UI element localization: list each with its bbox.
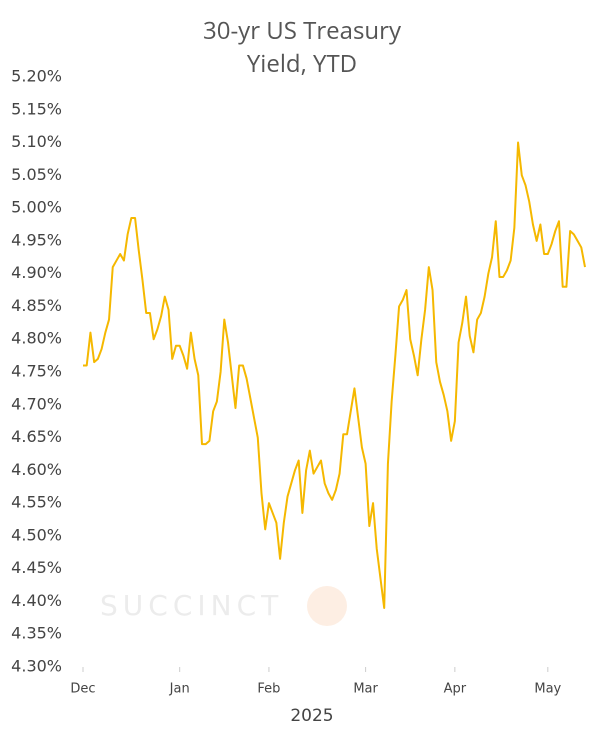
y-tick-label: 4.60% <box>11 460 62 479</box>
y-tick-label: 4.30% <box>11 657 62 676</box>
x-tick-label: Jan <box>169 682 190 697</box>
x-tick-label: Feb <box>257 682 280 697</box>
y-tick-label: 5.10% <box>11 132 62 151</box>
y-tick-label: 4.65% <box>11 427 62 446</box>
y-tick-label: 4.70% <box>11 394 62 413</box>
watermark: SUCCINCT <box>100 589 283 622</box>
watermark-logo <box>307 586 347 626</box>
y-tick-label: 4.95% <box>11 230 62 249</box>
x-tick-label: Dec <box>70 682 95 697</box>
y-tick-label: 4.40% <box>11 591 62 610</box>
chart-title: 30-yr US Treasury Yield, YTD <box>203 14 401 80</box>
y-tick-label: 4.50% <box>11 525 62 544</box>
y-tick-label: 4.85% <box>11 296 62 315</box>
y-tick-label: 4.90% <box>11 263 62 282</box>
y-tick-label: 5.20% <box>11 67 62 86</box>
x-tick-label: Mar <box>353 682 378 697</box>
y-tick-label: 4.35% <box>11 624 62 643</box>
y-tick-label: 5.15% <box>11 99 62 118</box>
y-tick-label: 4.80% <box>11 329 62 348</box>
y-tick-label: 4.75% <box>11 362 62 381</box>
x-axis-label: 2025 <box>290 706 333 726</box>
x-tick-label: Apr <box>444 682 467 697</box>
y-tick-label: 5.05% <box>11 165 62 184</box>
y-tick-label: 5.00% <box>11 198 62 217</box>
y-tick-label: 4.55% <box>11 493 62 512</box>
x-tick-label: May <box>534 682 561 697</box>
y-tick-label: 4.45% <box>11 558 62 577</box>
line <box>83 141 586 609</box>
